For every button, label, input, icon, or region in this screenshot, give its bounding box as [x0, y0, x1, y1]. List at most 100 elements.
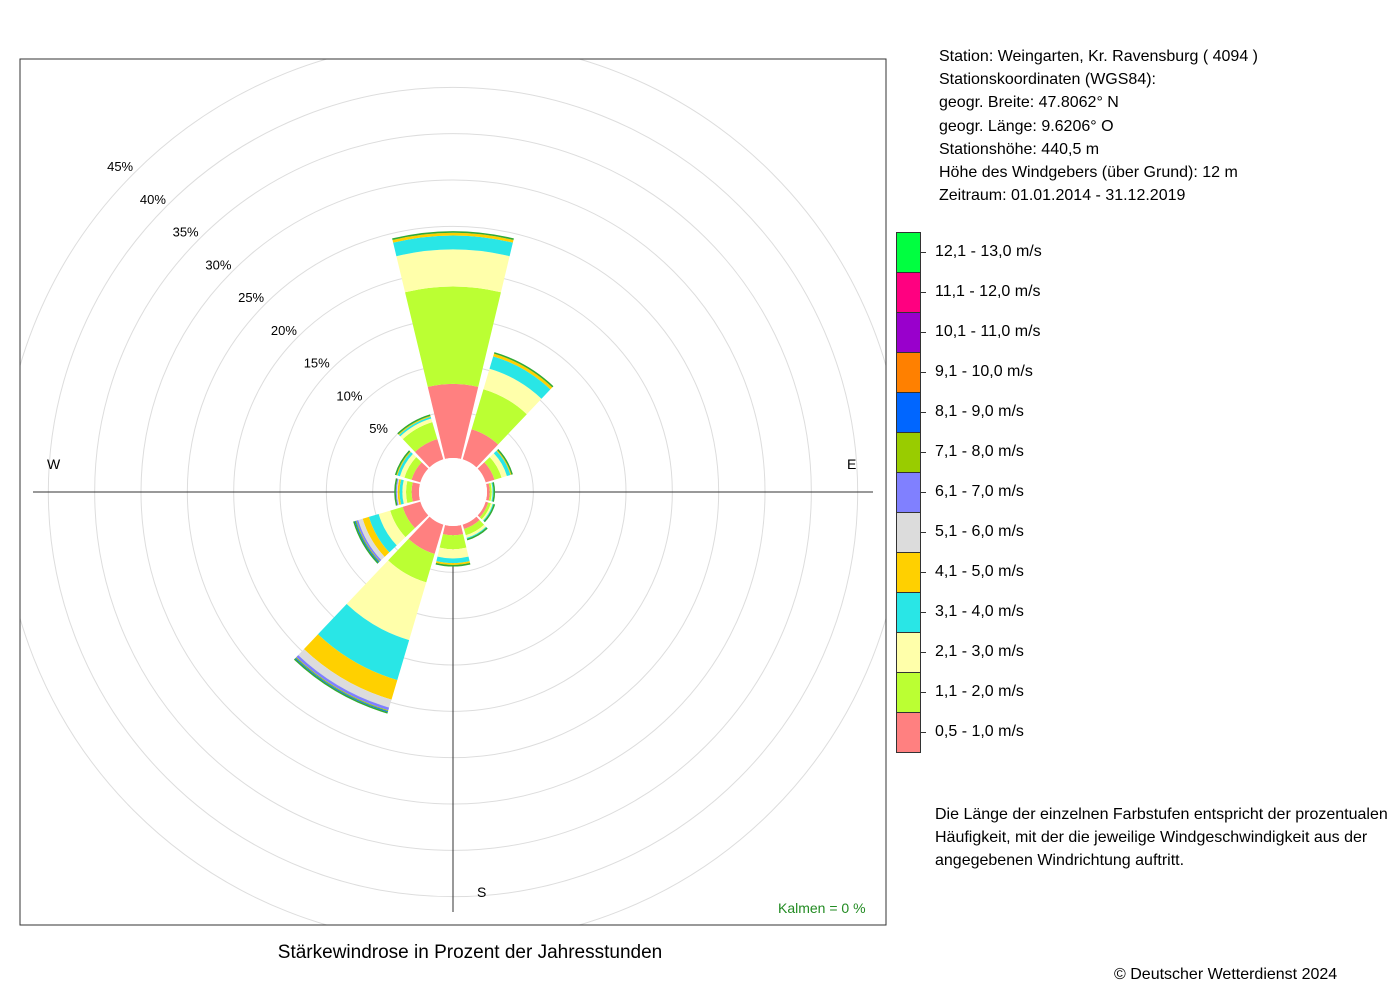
petal-segment — [493, 450, 511, 477]
radial-tick-label: 25% — [238, 290, 264, 305]
legend-label: 2,1 - 3,0 m/s — [935, 643, 1024, 660]
petal-segment — [296, 655, 390, 711]
legend-swatch — [896, 392, 921, 432]
legend-label: 12,1 - 13,0 m/s — [935, 243, 1042, 260]
radial-tick-labels: 5% 10% 15% 20% 25% 30% 35% 40% 45% — [107, 159, 388, 436]
chart-title: Stärkewindrose in Prozent der Jahresstun… — [277, 942, 663, 963]
petal-outline — [497, 449, 513, 475]
legend-swatch — [896, 312, 921, 352]
petal-segment — [477, 501, 489, 518]
legend-tick — [920, 572, 926, 573]
petal-segment — [396, 451, 411, 476]
petal-segment — [298, 649, 392, 708]
radial-tick-label: 15% — [304, 356, 330, 371]
legend-label: 11,1 - 12,0 m/s — [935, 283, 1041, 300]
station-name: Station: Weingarten, Kr. Ravensburg ( 40… — [939, 48, 1258, 65]
petal-segment — [414, 438, 444, 468]
legend-label: 7,1 - 8,0 m/s — [935, 443, 1024, 460]
petal-segment — [390, 506, 415, 538]
petal-segment — [303, 634, 398, 700]
petal-segment — [439, 534, 467, 550]
petal-segment — [396, 249, 510, 293]
petal-segment — [406, 481, 413, 503]
legend-swatch — [896, 632, 921, 672]
station-elevation: Stationshöhe: 440,5 m — [939, 140, 1100, 158]
petal-segment — [404, 457, 422, 480]
legend-swatch — [896, 672, 921, 712]
period: Zeitraum: 01.01.2014 - 31.12.2019 — [939, 187, 1186, 205]
station-info: Station: Weingarten, Kr. Ravensburg ( 40… — [939, 45, 1258, 207]
petal-segment — [392, 232, 514, 243]
petal-segment — [405, 286, 501, 387]
petal-segment — [490, 482, 493, 502]
petal-segment — [396, 478, 400, 506]
petal-segment — [395, 478, 399, 506]
petal-segment — [411, 482, 420, 502]
legend-label: 4,1 - 5,0 m/s — [935, 563, 1024, 580]
petal-outline — [394, 450, 411, 476]
legend-label: 1,1 - 2,0 m/s — [935, 683, 1024, 700]
legend-tick — [920, 292, 926, 293]
legend-swatch — [896, 272, 921, 312]
legend-tick — [920, 252, 926, 253]
direction-label-south: S — [477, 884, 486, 900]
petal-segment — [471, 389, 527, 445]
petal-segment — [491, 482, 494, 502]
station-latitude: geogr. Breite: 47.8062° N — [939, 94, 1119, 112]
anemometer-height: Höhe des Windgebers (über Grund): 12 m — [939, 164, 1238, 182]
petal-segment — [493, 353, 553, 390]
legend-label: 10,1 - 11,0 m/s — [935, 323, 1041, 340]
petal-segment — [496, 450, 512, 475]
direction-label-west: W — [47, 456, 61, 472]
petal-segment — [408, 516, 444, 554]
petal-segment — [402, 501, 429, 529]
legend-tick — [920, 412, 926, 413]
petal-segment — [400, 418, 433, 440]
petal-segment — [397, 479, 402, 505]
legend-tick — [920, 332, 926, 333]
petal-outline — [466, 527, 488, 541]
petal-segment — [442, 525, 464, 536]
petal-segment — [462, 516, 480, 530]
petal-segment — [437, 547, 469, 559]
legend-swatch — [896, 712, 921, 753]
petal-segment — [483, 368, 542, 415]
petal-outline — [397, 414, 431, 435]
legend-swatch — [896, 432, 921, 472]
legend-swatch — [896, 232, 921, 272]
petal-segment — [393, 235, 513, 257]
legend-tick — [920, 372, 926, 373]
radial-tick-label: 5% — [369, 421, 388, 436]
legend-note: Die Länge der einzelnen Farbstufen entsp… — [935, 806, 1388, 869]
petal-outline — [353, 521, 379, 564]
radial-tick-label: 45% — [107, 159, 133, 174]
petal-segment — [399, 453, 417, 478]
petal-segment — [463, 520, 485, 536]
petal-segment — [489, 356, 551, 399]
station-coordinates-heading: Stationskoordinaten (WGS84): — [939, 71, 1156, 89]
petal-segment — [486, 483, 490, 501]
petal-segment — [317, 604, 410, 681]
petal-segment — [378, 510, 406, 546]
petal-segment — [427, 383, 479, 459]
legend-tick — [920, 532, 926, 533]
petal-segment — [346, 560, 427, 641]
petal-segment — [398, 415, 431, 436]
legend-tick — [920, 692, 926, 693]
petal-segment — [462, 429, 499, 468]
station-longitude: geogr. Länge: 9.6206° O — [939, 117, 1114, 135]
petal-segment — [397, 452, 413, 477]
radial-tick-label: 20% — [271, 323, 297, 338]
petal-segment — [489, 453, 507, 478]
plot-border — [19, 58, 887, 926]
petal-segment — [466, 526, 487, 539]
legend-swatch — [896, 512, 921, 552]
petal-outline — [392, 231, 514, 240]
petal-segment — [399, 479, 404, 505]
petal-outline — [435, 562, 471, 567]
legend-label: 5,1 - 6,0 m/s — [935, 523, 1024, 540]
petal-segment — [356, 520, 382, 562]
legend-label: 3,1 - 4,0 m/s — [935, 603, 1024, 620]
petal-segment — [481, 503, 493, 521]
